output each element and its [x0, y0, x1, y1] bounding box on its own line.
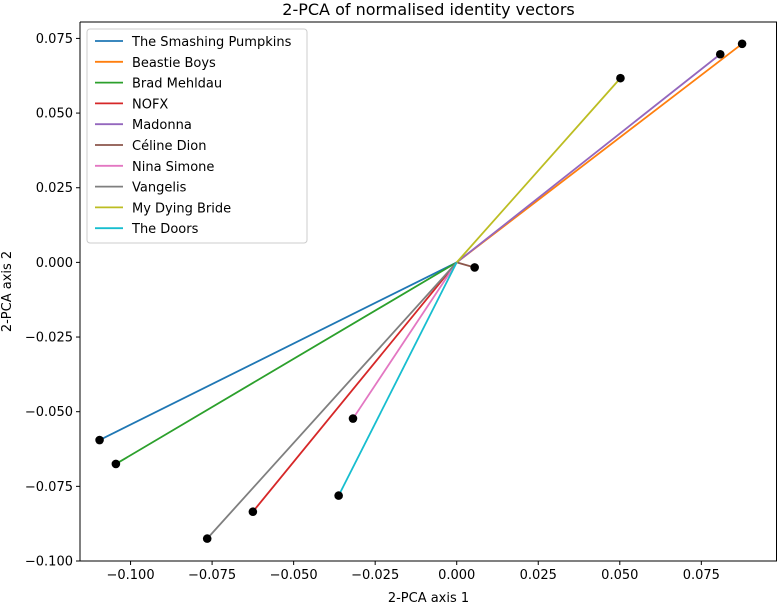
x-tick-label: −0.100	[106, 568, 154, 583]
endpoint-marker-vangelis	[202, 534, 212, 543]
legend-entry-label: My Dying Bride	[132, 201, 231, 216]
x-axis-ticks: −0.100 −0.075 −0.050 −0.025 0.000 0.025 0.050 0…	[106, 561, 720, 583]
legend-entry-label: Nina Simone	[132, 160, 214, 175]
legend: The Smashing Pumpkins Beastie Boys Brad Me…	[86, 28, 308, 244]
legend-box	[86, 28, 308, 244]
endpoint-marker-celine-dion	[470, 263, 479, 272]
y-tick-label: −0.050	[25, 405, 73, 420]
x-tick-label: −0.075	[188, 568, 236, 583]
legend-entry-label: The Smashing Pumpkins	[131, 35, 292, 50]
endpoint-marker-beastie-boys	[737, 39, 747, 49]
y-tick-label: 0.000	[36, 256, 73, 271]
x-tick-label: 0.050	[601, 568, 638, 583]
x-tick-label: −0.050	[270, 568, 318, 583]
series-line-nina-simone	[352, 261, 458, 420]
series-line-vangelis	[206, 261, 458, 540]
series-line-brad-mehldau	[115, 261, 458, 465]
legend-entry-label: Brad Mehldau	[132, 77, 222, 92]
series-line-the-doors	[337, 261, 458, 497]
series-line-the-smashing-pumpkins	[99, 261, 458, 441]
y-axis-label: 2-PCA axis 2	[0, 251, 15, 332]
x-tick-label: −0.025	[351, 568, 399, 583]
y-tick-label: −0.025	[25, 331, 73, 346]
series-line-madonna	[456, 53, 721, 264]
x-tick-label: 0.000	[438, 568, 475, 583]
legend-entry-label: Beastie Boys	[132, 56, 216, 71]
endpoint-marker-brad-mehldau	[111, 459, 121, 469]
chart-title: 2-PCA of normalised identity vectors	[282, 0, 574, 19]
x-tick-label: 0.075	[683, 568, 720, 583]
legend-entry-label: Céline Dion	[132, 139, 206, 154]
legend-entry-label: Madonna	[132, 118, 192, 133]
endpoint-marker-the-doors	[334, 491, 343, 500]
y-tick-label: 0.075	[36, 32, 73, 47]
endpoint-marker-nina-simone	[348, 414, 358, 423]
x-axis-label: 2-PCA axis 1	[388, 591, 469, 604]
y-tick-label: 0.025	[36, 181, 73, 196]
endpoint-marker-the-smashing-pumpkins	[95, 435, 104, 445]
endpoint-marker-madonna	[715, 49, 725, 59]
legend-entry-label: The Doors	[131, 222, 199, 237]
y-tick-label: −0.075	[25, 480, 73, 495]
legend-entry-label: Vangelis	[132, 181, 187, 196]
series-line-my-dying-bride	[456, 77, 622, 263]
y-tick-label: 0.050	[36, 107, 73, 122]
series-line-nofx	[252, 261, 458, 513]
legend-entry-label: NOFX	[132, 97, 168, 112]
endpoint-marker-my-dying-bride	[616, 73, 625, 83]
endpoint-marker-nofx	[248, 507, 258, 517]
y-tick-label: −0.100	[25, 555, 73, 570]
x-tick-label: 0.025	[520, 568, 557, 583]
y-axis-ticks: −0.100 −0.075 −0.050 −0.025 0.000 0.025 0.050 0…	[25, 32, 80, 570]
